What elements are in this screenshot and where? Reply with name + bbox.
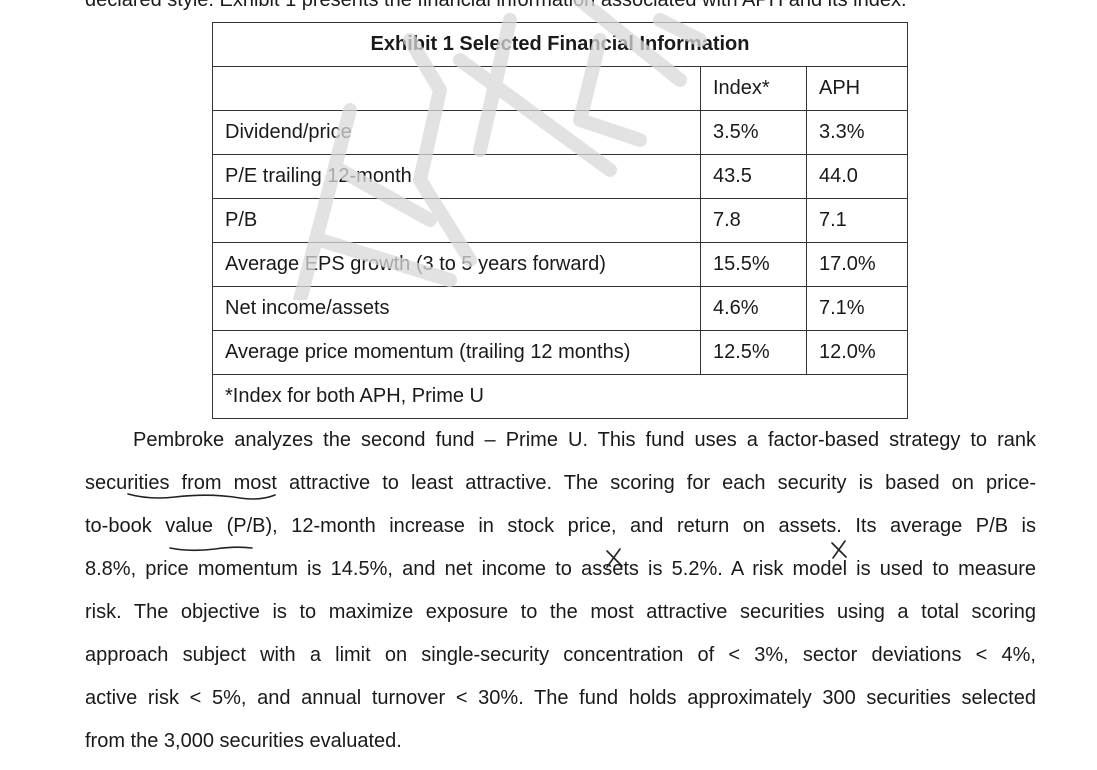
row-aph-value: 7.1% [806,286,908,331]
row-index-value: 43.5 [700,154,807,199]
header-cell-blank [212,66,701,111]
row-label: P/E trailing 12-month [212,154,701,199]
intro-line: declared style. Exhibit 1 presents the f… [85,0,907,11]
table-footnote: *Index for both APH, Prime U [212,374,908,419]
row-index-value: 4.6% [700,286,807,331]
row-aph-value: 3.3% [806,110,908,155]
row-aph-value: 44.0 [806,154,908,199]
row-label: P/B [212,198,701,243]
exhibit-table: Exhibit 1 Selected Financial Information… [212,22,908,419]
table-footnote-row: *Index for both APH, Prime U [212,374,908,419]
table-row: Dividend/price 3.5% 3.3% [212,110,908,155]
header-cell-index: Index* [700,66,807,111]
paragraph-line: 8.8%, price momentum is 14.5%, and net i… [85,558,1036,580]
paragraph-line: to-book value (P/B), 12-month increase i… [85,515,1036,537]
row-label: Net income/assets [212,286,701,331]
paragraph-line: Pembroke analyzes the second fund – Prim… [133,429,1036,451]
table-row: Average price momentum (trailing 12 mont… [212,330,908,375]
body-paragraph: Pembroke analyzes the second fund – Prim… [85,419,1036,763]
table-row: P/E trailing 12-month 43.5 44.0 [212,154,908,199]
table-row: Average EPS growth (3 to 5 years forward… [212,242,908,287]
paragraph-line: securities from most attractive to least… [85,472,1036,494]
table-header-row: Index* APH [212,66,908,111]
table-row: Net income/assets 4.6% 7.1% [212,286,908,331]
table-row: P/B 7.8 7.1 [212,198,908,243]
row-label: Dividend/price [212,110,701,155]
row-aph-value: 17.0% [806,242,908,287]
table-caption-row: Exhibit 1 Selected Financial Information [212,22,908,67]
row-aph-value: 7.1 [806,198,908,243]
row-index-value: 3.5% [700,110,807,155]
row-label: Average price momentum (trailing 12 mont… [212,330,701,375]
row-label: Average EPS growth (3 to 5 years forward… [212,242,701,287]
row-aph-value: 12.0% [806,330,908,375]
paragraph-line: from the 3,000 securities evaluated. [85,730,402,752]
row-index-value: 7.8 [700,198,807,243]
header-cell-aph: APH [806,66,908,111]
paragraph-line: active risk < 5%, and annual turnover < … [85,687,1036,709]
paragraph-line: risk. The objective is to maximize expos… [85,601,1036,623]
paragraph-line: approach subject with a limit on single-… [85,644,1036,666]
row-index-value: 12.5% [700,330,807,375]
row-index-value: 15.5% [700,242,807,287]
table-caption: Exhibit 1 Selected Financial Information [212,22,908,67]
